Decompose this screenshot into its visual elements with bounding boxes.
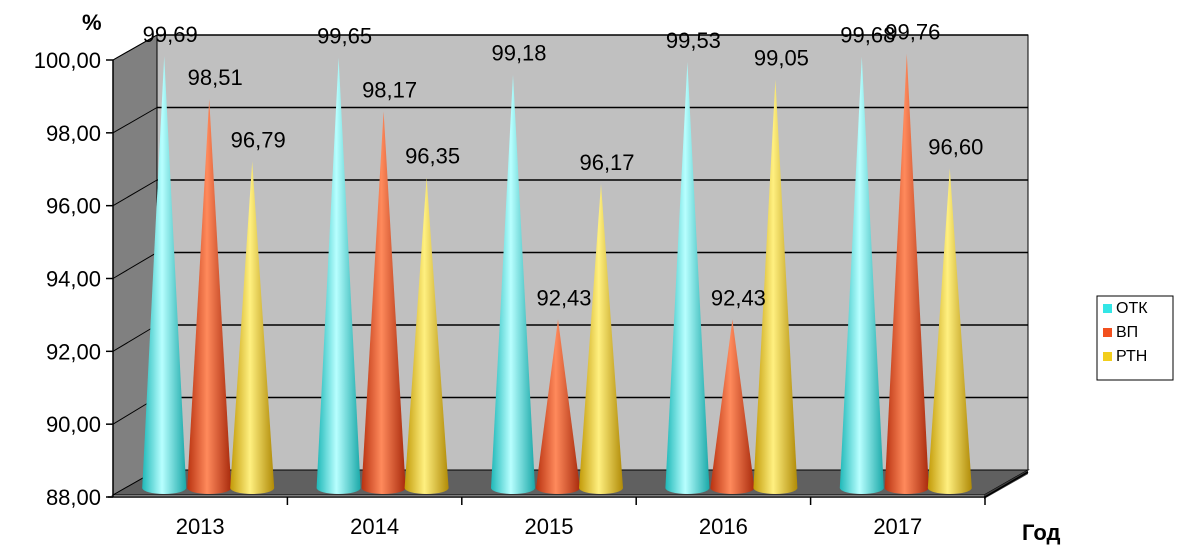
x-axis-title: Год bbox=[1022, 520, 1061, 545]
data-label-vp-2015: 92,43 bbox=[536, 285, 591, 310]
legend-label-otk: ОТК bbox=[1116, 300, 1148, 317]
legend: ОТК ВП РТН bbox=[1096, 295, 1174, 381]
y-axis-title: % bbox=[82, 10, 102, 35]
x-tick-label: 2014 bbox=[350, 514, 399, 539]
cone-rtn-2013 bbox=[230, 161, 275, 495]
cone-vp-2015 bbox=[536, 319, 580, 494]
data-label-rtn-2016: 99,05 bbox=[754, 45, 809, 70]
data-label-otk-2017: 99,68 bbox=[840, 23, 895, 48]
x-tick-label: 2013 bbox=[176, 514, 225, 539]
y-tick-label: 96,00 bbox=[46, 194, 101, 219]
data-label-otk-2016: 99,53 bbox=[666, 28, 721, 53]
legend-label-rtn: РТН bbox=[1116, 348, 1147, 365]
legend-swatch-vp bbox=[1103, 328, 1112, 337]
x-axis-floor-edge bbox=[984, 471, 1029, 498]
data-label-vp-2014: 98,17 bbox=[362, 77, 417, 102]
data-label-otk-2015: 99,18 bbox=[491, 41, 546, 66]
legend-label-vp: ВП bbox=[1116, 324, 1138, 341]
x-ticks: 2013 2014 2015 2016 2017 bbox=[176, 497, 986, 539]
cone-vp-2013 bbox=[187, 99, 232, 494]
x-tick-label: 2016 bbox=[699, 514, 748, 539]
y-tick-label: 98,00 bbox=[46, 121, 101, 146]
cone-rtn-2016 bbox=[753, 79, 798, 494]
gridline-side bbox=[112, 34, 158, 61]
y-ticks: 88,00 90,00 92,00 94,00 96,00 98,00 100,00 bbox=[34, 48, 113, 510]
gridlines bbox=[112, 34, 1028, 425]
cone-rtn-2015 bbox=[579, 183, 623, 494]
cone-vp-2014 bbox=[361, 111, 406, 495]
y-tick-label: 94,00 bbox=[46, 267, 101, 292]
data-label-vp-2016: 92,43 bbox=[711, 285, 766, 310]
data-label-vp-2013: 98,51 bbox=[188, 65, 243, 90]
gridline-side bbox=[112, 107, 158, 134]
gridline-side bbox=[112, 252, 158, 279]
cone-vp-2017 bbox=[884, 53, 929, 494]
data-label-vp-2017: 99,76 bbox=[885, 20, 940, 45]
x-tick-label: 2017 bbox=[873, 514, 922, 539]
data-label-otk-2013: 99,69 bbox=[143, 22, 198, 47]
data-labels: 99,69 98,51 96,79 99,65 98,17 96,35 99,18 92,43… bbox=[143, 20, 984, 311]
cone-rtn-2017 bbox=[927, 168, 972, 494]
cones bbox=[142, 53, 972, 495]
y-tick-label: 92,00 bbox=[46, 339, 101, 364]
data-label-rtn-2013: 96,79 bbox=[231, 127, 286, 152]
data-label-rtn-2017: 96,60 bbox=[928, 134, 983, 159]
legend-swatch-rtn bbox=[1103, 352, 1112, 361]
gridline-side bbox=[112, 179, 158, 207]
data-label-rtn-2015: 96,17 bbox=[579, 150, 634, 175]
cone-rtn-2014 bbox=[404, 177, 449, 494]
y-tick-label: 88,00 bbox=[46, 485, 101, 510]
legend-swatch-otk bbox=[1103, 304, 1112, 313]
cone-otk-2014 bbox=[316, 57, 361, 494]
gridline-side bbox=[112, 324, 158, 352]
cone-vp-2016 bbox=[710, 319, 755, 494]
data-label-otk-2014: 99,65 bbox=[317, 24, 372, 49]
x-tick-label: 2015 bbox=[525, 514, 574, 539]
cone-otk-2015 bbox=[491, 74, 535, 494]
data-label-rtn-2014: 96,35 bbox=[405, 143, 460, 168]
y-tick-label: 100,00 bbox=[34, 48, 101, 73]
cone-otk-2013 bbox=[142, 56, 187, 495]
y-tick-label: 90,00 bbox=[46, 412, 101, 437]
cone-otk-2016 bbox=[665, 62, 710, 494]
cone-otk-2017 bbox=[839, 56, 884, 494]
